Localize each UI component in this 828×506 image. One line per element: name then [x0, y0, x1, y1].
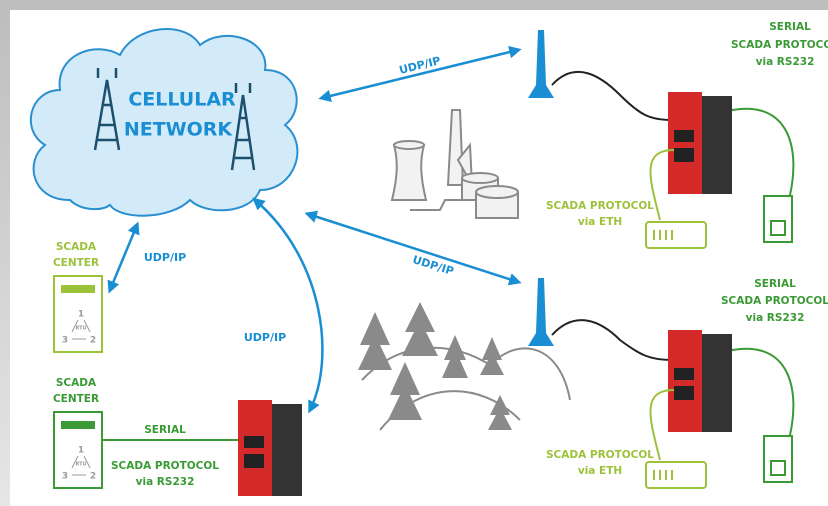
cloud-label: NETWORK — [124, 119, 234, 141]
router-part — [668, 92, 702, 194]
router-part — [702, 334, 732, 432]
router-part — [674, 130, 694, 142]
rtu-label: 1 — [78, 310, 84, 320]
center-label: CENTER — [53, 393, 99, 405]
router-part — [674, 386, 694, 400]
factory-icon-part — [392, 145, 426, 200]
router-part — [244, 436, 264, 448]
rtu-label: RTU — [75, 462, 86, 468]
serial-device-part — [771, 221, 785, 235]
serial-label: SCADA PROTOCOL — [721, 295, 828, 307]
rtu-label: 1 — [78, 446, 84, 456]
page-body: {"cloud": {"lines": ["CELLULAR", "NETWOR… — [0, 0, 828, 506]
serial-label: SERIAL — [754, 278, 796, 290]
router-part — [674, 148, 694, 162]
router-part — [244, 454, 264, 468]
scada-center-part — [62, 286, 94, 292]
serial-label: via RS232 — [756, 56, 815, 68]
serial-device-part — [771, 461, 785, 475]
rtu-label: 3 — [62, 336, 68, 346]
serial-label: via RS232 — [746, 312, 805, 324]
rtu-label: 3 — [62, 472, 68, 482]
center-label: SCADA — [56, 377, 97, 389]
diagram: CELLULAR NETWORK UDP/IP UDP/IP UDP/IP UD… — [0, 0, 828, 506]
serial-label: SERIAL — [144, 424, 186, 436]
router-part — [272, 404, 302, 496]
eth-label: SCADA PROTOCOL — [546, 449, 654, 461]
center-label: CENTER — [53, 257, 99, 269]
factory-icon-part — [462, 173, 498, 183]
serial-label: SCADA PROTOCOL — [731, 39, 828, 51]
serial-label: SERIAL — [769, 21, 811, 33]
rtu-label: 2 — [90, 472, 96, 482]
eth-label: SCADA PROTOCOL — [546, 200, 654, 212]
router-part — [668, 330, 702, 432]
router-part — [702, 96, 732, 194]
scada-center-part — [62, 422, 94, 428]
link-label: UDP/IP — [144, 251, 186, 264]
center-label: SCADA — [56, 241, 97, 253]
serial-label: SCADA PROTOCOL — [111, 460, 219, 472]
cloud-label: CELLULAR — [128, 89, 236, 111]
eth-label: via ETH — [578, 465, 622, 477]
eth-label: via ETH — [578, 216, 622, 228]
factory-icon-part — [476, 186, 518, 198]
link-label: UDP/IP — [244, 331, 286, 344]
serial-label: via RS232 — [136, 476, 195, 488]
factory-icon-part — [394, 141, 424, 149]
rtu-label: 2 — [90, 336, 96, 346]
page: Cellular SCADA network html, body { marg… — [0, 0, 828, 506]
rtu-label: RTU — [75, 326, 86, 332]
router-part — [674, 368, 694, 380]
